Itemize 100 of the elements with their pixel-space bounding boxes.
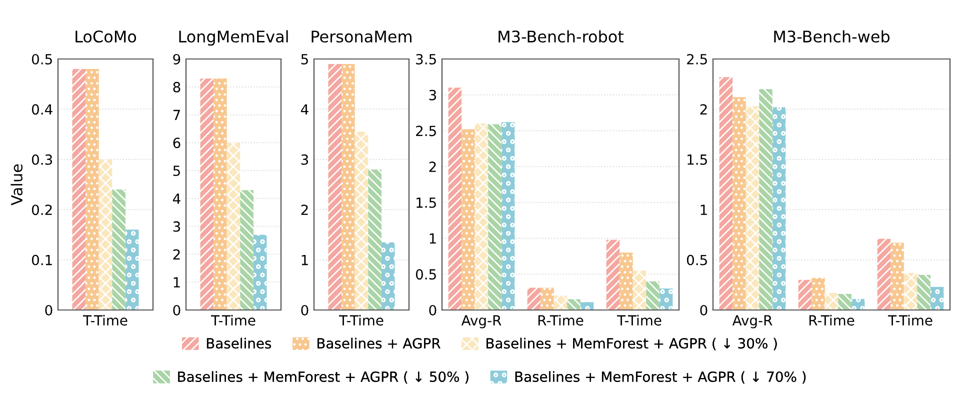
bar (877, 238, 891, 310)
y-tick-label: 0.2 (32, 204, 52, 216)
y-tick-label: 1.5 (416, 198, 436, 208)
bar (732, 97, 746, 310)
y-tick-label: 1 (700, 204, 707, 215)
y-tick-label: 1 (302, 254, 308, 266)
y-tick-label: 4 (172, 194, 180, 204)
x-tick-label: R-Time (538, 314, 584, 326)
bar (917, 274, 930, 310)
y-tick-label: 0.5 (686, 254, 707, 266)
bar (540, 288, 554, 310)
bar (354, 132, 368, 310)
bar (72, 69, 86, 310)
y-tick-label: 5 (173, 166, 180, 176)
bar (474, 124, 488, 310)
bar (719, 77, 733, 310)
y-tick-label: 6 (173, 138, 180, 148)
bar (448, 88, 462, 310)
bar (904, 272, 918, 310)
bar (890, 242, 904, 310)
y-tick-label: 0 (173, 304, 180, 316)
bar (930, 286, 944, 310)
bar (368, 169, 382, 310)
legend-label: Baselines (206, 338, 272, 349)
bar (812, 278, 825, 310)
y-tick-label: 1 (174, 277, 180, 288)
y-tick-label: 0 (700, 304, 708, 316)
y-tick-label: 3 (173, 221, 180, 232)
y-tick-label: 5 (301, 54, 308, 64)
y-tick-label: 3.5 (416, 54, 436, 64)
bar (798, 280, 812, 310)
bar (381, 242, 395, 310)
legend-label: Baselines + AGPR (318, 338, 440, 349)
bar (527, 288, 541, 310)
y-tick-label: 1.5 (688, 154, 707, 165)
y-tick-label: 0.1 (32, 254, 52, 266)
bar (746, 106, 760, 310)
y-tick-label: 9 (173, 54, 180, 64)
bar (772, 107, 786, 310)
y-tick-label: 4 (300, 104, 308, 114)
bar (98, 159, 112, 310)
bar (342, 64, 355, 310)
bar (824, 292, 838, 310)
bar (851, 298, 865, 310)
bar (838, 294, 852, 310)
legend-label: Baselines + MemForest + AGPR ( ↓ 50% ) (178, 371, 468, 384)
bar (759, 89, 772, 310)
y-tick-label: 0 (301, 304, 308, 316)
y-tick-label: 0 (45, 304, 52, 316)
chart-title: M3-Bench-web (774, 30, 890, 43)
bar (488, 124, 502, 310)
y-tick-label: 2 (429, 162, 436, 172)
chart-title: LongMemEval (179, 30, 288, 46)
legend-label: Baselines + MemForest + AGPR ( ↓ 30% ) (486, 338, 777, 350)
bar (554, 296, 568, 310)
y-tick-label: 2.5 (687, 54, 707, 64)
y-tick-label: 2.5 (416, 126, 436, 136)
bar (200, 78, 214, 310)
x-tick-label: T-Time (82, 314, 128, 326)
y-tick-label: 1 (430, 233, 436, 244)
x-tick-label: Avg-R (732, 315, 772, 328)
bar (606, 240, 620, 310)
bar (240, 190, 254, 310)
bar (620, 252, 633, 310)
y-tick-label: 8 (173, 82, 180, 92)
bar (214, 78, 227, 310)
bar (659, 288, 673, 310)
x-tick-label: R-Time (809, 314, 854, 326)
bar (462, 129, 475, 310)
bar (112, 190, 126, 310)
x-tick-label: T-Time (210, 314, 256, 326)
bar (328, 64, 342, 310)
bar (646, 281, 660, 310)
chart-title: M3-Bench-robot (498, 30, 624, 43)
chart-title: LoCoMo (76, 30, 136, 43)
x-tick-label: Avg-R (461, 315, 502, 328)
y-tick-label: 2 (301, 204, 308, 215)
y-tick-label: 0.5 (416, 269, 436, 280)
y-tick-label: 3 (301, 154, 308, 165)
y-tick-label: 7 (173, 110, 180, 120)
bar (501, 122, 515, 310)
y-tick-label: 0 (429, 304, 436, 316)
legend-label: Baselines + MemForest + AGPR ( ↓ 70% ) (515, 371, 806, 384)
x-tick-label: T-Time (338, 314, 384, 326)
chart-title: PersonaMem (312, 30, 412, 43)
bar (567, 299, 580, 310)
y-tick-label: 2 (173, 249, 180, 260)
y-tick-label: 3 (429, 90, 436, 100)
y-tick-label: 0.3 (32, 154, 52, 165)
bar (632, 270, 646, 310)
y-tick-label: 0.4 (32, 104, 52, 115)
bar (253, 234, 267, 310)
y-axis-title: Value (10, 164, 23, 206)
y-tick-label: 2 (700, 104, 707, 114)
x-tick-label: T-Time (888, 314, 932, 326)
bar (580, 302, 594, 310)
bar (86, 69, 99, 310)
y-tick-label: 0.5 (32, 54, 52, 64)
x-tick-label: T-Time (616, 314, 662, 326)
bar (125, 230, 139, 310)
